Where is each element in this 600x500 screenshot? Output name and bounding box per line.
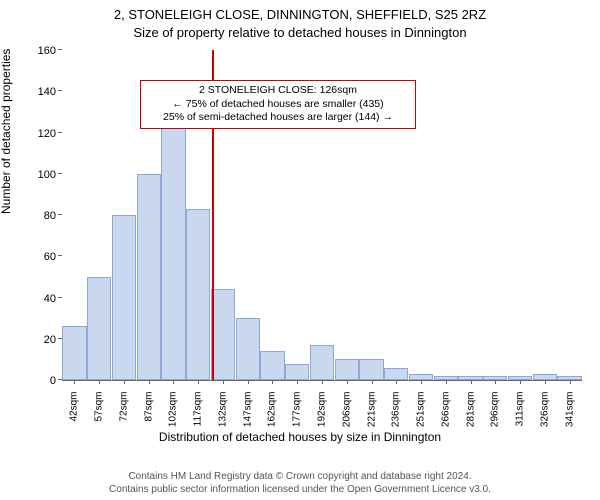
y-tick-label: 60	[44, 251, 62, 263]
x-tick-label: 57sqm	[94, 392, 105, 422]
histogram-bar	[186, 209, 210, 380]
x-tick-mark	[446, 380, 447, 384]
footer-line-1: Contains HM Land Registry data © Crown c…	[0, 470, 600, 483]
x-tick-mark	[372, 380, 373, 384]
x-tick-label: 192sqm	[317, 392, 328, 428]
x-tick-mark	[396, 380, 397, 384]
x-tick-mark	[520, 380, 521, 384]
histogram-bar	[335, 359, 359, 380]
annotation-box: 2 STONELEIGH CLOSE: 126sqm← 75% of detac…	[140, 80, 416, 129]
histogram-bar	[236, 318, 260, 380]
y-tick-mark	[58, 297, 62, 298]
x-tick-label: 177sqm	[292, 392, 303, 428]
x-tick-label: 147sqm	[242, 392, 253, 428]
x-tick-label: 311sqm	[515, 392, 526, 427]
histogram-bar	[260, 351, 284, 380]
y-tick-mark	[58, 90, 62, 91]
x-tick-mark	[471, 380, 472, 384]
y-tick-label: 20	[44, 334, 62, 346]
x-tick-label: 296sqm	[490, 392, 501, 428]
x-tick-label: 42sqm	[69, 392, 80, 422]
histogram-bar	[285, 364, 309, 381]
annotation-line: ← 75% of detached houses are smaller (43…	[147, 98, 409, 112]
histogram-bar	[211, 289, 235, 380]
x-tick-label: 206sqm	[341, 392, 352, 428]
histogram-bar	[62, 326, 86, 380]
x-tick-mark	[545, 380, 546, 384]
x-tick-mark	[198, 380, 199, 384]
x-tick-label: 117sqm	[193, 392, 204, 427]
x-tick-label: 326sqm	[539, 392, 550, 428]
annotation-line: 2 STONELEIGH CLOSE: 126sqm	[147, 84, 409, 98]
x-tick-label: 132sqm	[217, 392, 228, 428]
x-tick-mark	[347, 380, 348, 384]
title-line-1: 2, STONELEIGH CLOSE, DINNINGTON, SHEFFIE…	[0, 6, 600, 24]
y-tick-label: 140	[38, 86, 62, 98]
x-tick-mark	[272, 380, 273, 384]
x-tick-mark	[124, 380, 125, 384]
chart-container: 2, STONELEIGH CLOSE, DINNINGTON, SHEFFIE…	[0, 0, 600, 500]
y-tick-mark	[58, 132, 62, 133]
histogram-bar	[161, 87, 185, 380]
x-tick-mark	[173, 380, 174, 384]
x-tick-mark	[297, 380, 298, 384]
x-tick-mark	[495, 380, 496, 384]
x-tick-mark	[99, 380, 100, 384]
y-axis-label: Number of detached properties	[0, 49, 13, 214]
title-block: 2, STONELEIGH CLOSE, DINNINGTON, SHEFFIE…	[0, 0, 600, 41]
histogram-bar	[137, 174, 161, 380]
histogram-bar	[359, 359, 383, 380]
x-tick-mark	[322, 380, 323, 384]
y-tick-mark	[58, 214, 62, 215]
x-tick-label: 236sqm	[391, 392, 402, 428]
x-tick-label: 266sqm	[440, 392, 451, 428]
x-tick-label: 102sqm	[168, 392, 179, 428]
x-tick-mark	[223, 380, 224, 384]
y-tick-mark	[58, 49, 62, 50]
x-tick-label: 281sqm	[465, 392, 476, 428]
x-tick-mark	[248, 380, 249, 384]
y-tick-label: 160	[38, 45, 62, 57]
x-tick-label: 341sqm	[564, 392, 575, 428]
histogram-bar	[310, 345, 334, 380]
footer-line-2: Contains public sector information licen…	[0, 483, 600, 496]
footer-attribution: Contains HM Land Registry data © Crown c…	[0, 470, 600, 496]
y-tick-label: 0	[50, 375, 62, 387]
y-tick-label: 120	[38, 128, 62, 140]
y-tick-label: 40	[44, 293, 62, 305]
x-tick-label: 251sqm	[416, 392, 427, 428]
chart-wrap: Number of detached properties 0204060801…	[0, 44, 600, 446]
histogram-bar	[384, 368, 408, 380]
histogram-bar	[87, 277, 111, 380]
x-tick-mark	[570, 380, 571, 384]
x-tick-mark	[421, 380, 422, 384]
histogram-bar	[112, 215, 136, 380]
y-tick-mark	[58, 173, 62, 174]
x-tick-label: 221sqm	[366, 392, 377, 428]
y-tick-label: 80	[44, 210, 62, 222]
x-tick-label: 87sqm	[143, 392, 154, 422]
x-tick-label: 162sqm	[267, 392, 278, 428]
y-tick-label: 100	[38, 169, 62, 181]
x-axis-label: Distribution of detached houses by size …	[0, 430, 600, 444]
x-tick-mark	[74, 380, 75, 384]
annotation-line: 25% of semi-detached houses are larger (…	[147, 111, 409, 125]
y-tick-mark	[58, 255, 62, 256]
title-line-2: Size of property relative to detached ho…	[0, 24, 600, 42]
plot-area: 02040608010012014016042sqm57sqm72sqm87sq…	[62, 50, 582, 381]
x-tick-label: 72sqm	[118, 392, 129, 422]
x-tick-mark	[149, 380, 150, 384]
